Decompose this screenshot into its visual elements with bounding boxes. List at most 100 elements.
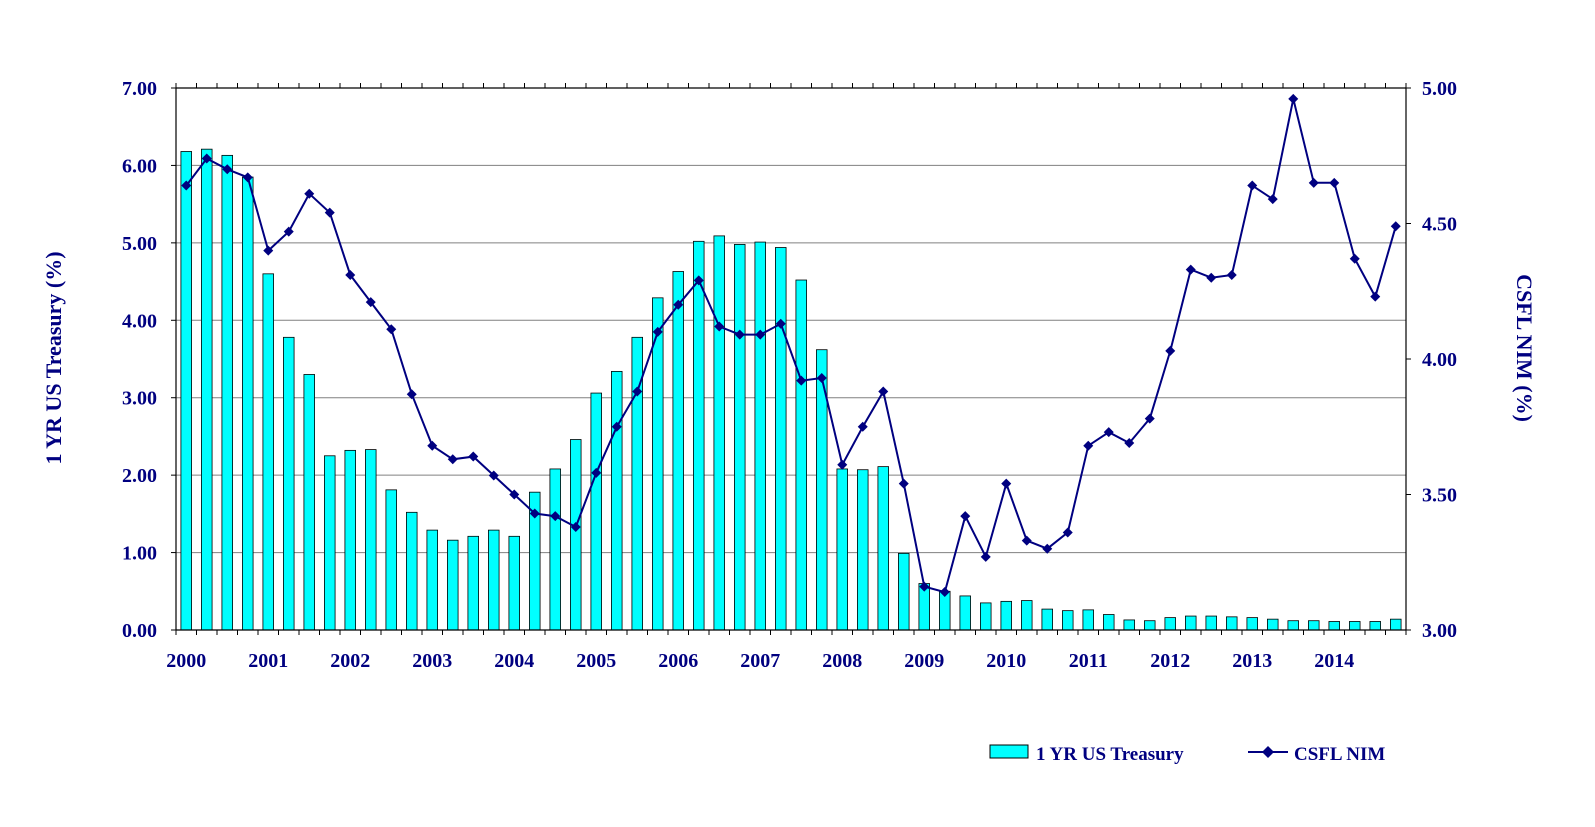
- left-tick-label: 6.00: [122, 155, 157, 177]
- bar: [488, 529, 500, 631]
- left-tick-label: 0.00: [122, 620, 157, 642]
- bar: [570, 439, 582, 631]
- nim-point: [1144, 413, 1155, 424]
- bar: [508, 535, 520, 631]
- nim-point: [632, 386, 643, 397]
- axes: 0.00 1.00 2.00 3.00 4.00 5.00 6.00 7.00 3.00 3.50…: [122, 78, 1457, 672]
- nim-point: [960, 511, 971, 522]
- bar: [1267, 618, 1279, 631]
- nim-point: [427, 440, 438, 451]
- nim-point: [980, 551, 991, 562]
- left-tick-label: 3.00: [122, 388, 157, 410]
- legend-bar-label: 1 YR US Treasury: [1036, 744, 1184, 765]
- nim-point: [1308, 177, 1319, 188]
- nim-point: [878, 386, 889, 397]
- bar: [549, 468, 561, 631]
- x-tick-label: 2002: [330, 650, 370, 672]
- nim-point: [242, 172, 253, 183]
- nim-point: [222, 164, 233, 175]
- nim-point: [591, 467, 602, 478]
- nim-point: [755, 329, 766, 340]
- bar: [1390, 618, 1402, 631]
- nim-point: [714, 321, 725, 332]
- right-tick-label: 4.50: [1422, 214, 1457, 236]
- nim-point: [1370, 291, 1381, 302]
- nim-point: [775, 318, 786, 329]
- bar: [406, 511, 418, 631]
- bar: [365, 449, 377, 631]
- bar: [1287, 620, 1299, 631]
- x-tick-label: 2012: [1150, 650, 1190, 672]
- nim-point: [734, 329, 745, 340]
- x-tick-label: 2009: [904, 650, 944, 672]
- bar: [426, 529, 438, 631]
- nim-point: [1206, 272, 1217, 283]
- bar: [344, 449, 356, 631]
- bar: [672, 271, 684, 631]
- legend-bar-swatch: [989, 744, 1029, 759]
- x-tick-label: 2014: [1314, 650, 1354, 672]
- x-tick-label: 2001: [248, 650, 288, 672]
- nim-point: [939, 587, 950, 598]
- nim-point: [1083, 440, 1094, 451]
- bar: [939, 590, 951, 631]
- bar: [611, 370, 623, 631]
- left-tick-label: 4.00: [122, 310, 157, 332]
- bar: [775, 247, 787, 631]
- nim-point: [1001, 478, 1012, 489]
- nim-point: [1062, 527, 1073, 538]
- x-tick-label: 2004: [494, 650, 534, 672]
- nim-point: [1288, 93, 1299, 104]
- bar: [1123, 619, 1135, 631]
- nim-point: [1390, 221, 1401, 232]
- nim-point: [201, 153, 212, 164]
- nim-point: [816, 372, 827, 383]
- bar: [877, 466, 889, 631]
- bar: [262, 273, 274, 631]
- bar: [201, 148, 213, 631]
- bar: [283, 336, 295, 631]
- nim-point: [1042, 543, 1053, 554]
- x-tick-label: 2003: [412, 650, 452, 672]
- bar: [385, 489, 397, 631]
- nim-point: [1226, 269, 1237, 280]
- nim-point: [181, 180, 192, 191]
- nim-point: [529, 508, 540, 519]
- nim-point: [345, 269, 356, 280]
- bar: [303, 374, 315, 631]
- bar: [1205, 615, 1217, 631]
- nim-point: [1349, 253, 1360, 264]
- nim-point: [263, 245, 274, 256]
- legend-line-label: CSFL NIM: [1294, 744, 1385, 765]
- nim-point: [386, 324, 397, 335]
- nim-point: [796, 375, 807, 386]
- nim-point: [550, 511, 561, 522]
- bar: [1041, 608, 1053, 631]
- left-tick-label: 5.00: [122, 233, 157, 255]
- right-tick-label: 3.00: [1422, 620, 1457, 642]
- bar: [795, 279, 807, 631]
- legend: 1 YR US Treasury CSFL NIM: [989, 744, 1385, 765]
- x-tick-label: 2007: [740, 650, 780, 672]
- bar: [754, 241, 766, 631]
- left-tick-label: 1.00: [122, 543, 157, 565]
- x-tick-label: 2010: [986, 650, 1026, 672]
- nim-point: [1124, 438, 1135, 449]
- bar: [1349, 621, 1361, 631]
- nim-point: [1185, 264, 1196, 275]
- bar: [1226, 616, 1238, 631]
- bar: [857, 469, 869, 631]
- bar: [180, 151, 192, 631]
- bar: [959, 595, 971, 631]
- nim-point: [1247, 180, 1258, 191]
- x-tick-label: 2000: [166, 650, 206, 672]
- bar: [1103, 614, 1115, 631]
- x-tick-label: 2005: [576, 650, 616, 672]
- bar: [242, 176, 254, 631]
- left-tick-label: 2.00: [122, 465, 157, 487]
- bar: [1308, 620, 1320, 631]
- bar: [898, 552, 910, 631]
- left-tick-label: 7.00: [122, 78, 157, 100]
- nim-point: [283, 226, 294, 237]
